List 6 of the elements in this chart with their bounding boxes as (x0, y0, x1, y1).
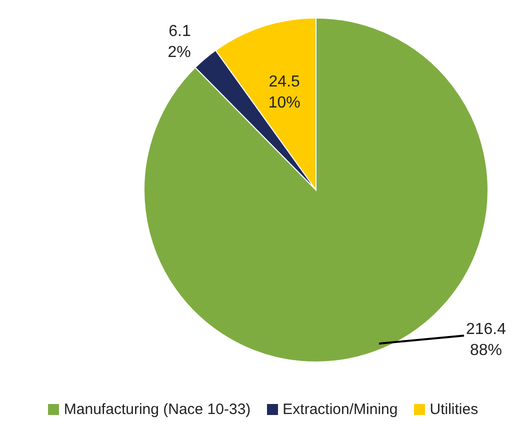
data-label: 216.4 88% (466, 320, 506, 359)
legend-label: Extraction/Mining (282, 401, 398, 418)
legend-label: Manufacturing (Nace 10-33) (62, 401, 251, 418)
data-label: 6.1 2% (168, 22, 191, 61)
legend-label: Utilities (428, 401, 478, 418)
data-label: 24.5 10% (268, 72, 300, 111)
